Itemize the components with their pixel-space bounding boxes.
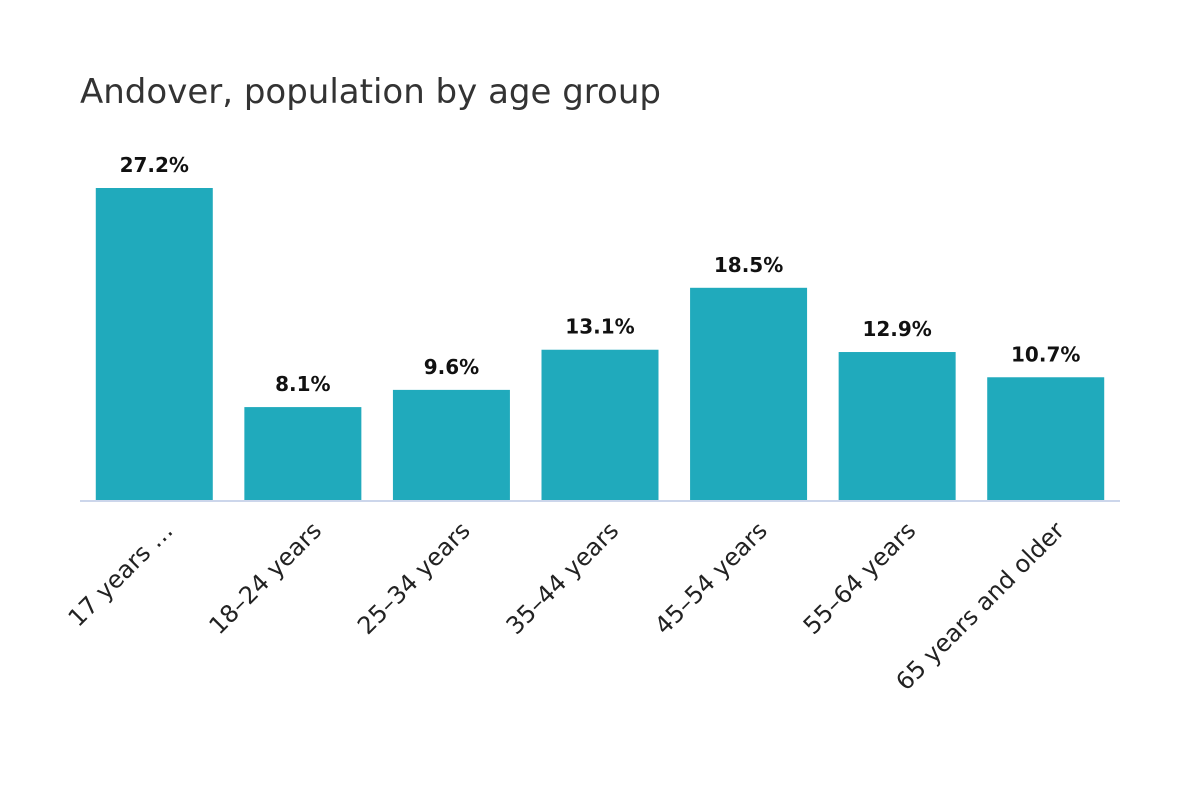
bar-value-label: 12.9% bbox=[862, 317, 931, 341]
category-tick-label: 35–44 years bbox=[501, 516, 625, 640]
bar[interactable] bbox=[838, 352, 956, 500]
category-tick-label: 65 years and older bbox=[890, 516, 1070, 696]
category-tick-label: 25–34 years bbox=[352, 516, 476, 640]
category-tick-label: 18–24 years bbox=[204, 516, 328, 640]
bar-value-label: 9.6% bbox=[424, 355, 479, 379]
bar-value-label: 18.5% bbox=[714, 253, 783, 277]
category-tick-label: 45–54 years bbox=[649, 516, 773, 640]
bar-value-label: 8.1% bbox=[275, 372, 330, 396]
bar-value-label: 10.7% bbox=[1011, 342, 1080, 366]
bar[interactable] bbox=[541, 349, 659, 500]
bar-value-label: 27.2% bbox=[120, 153, 189, 177]
bar[interactable] bbox=[392, 389, 510, 500]
bar[interactable] bbox=[987, 377, 1105, 500]
bar-value-label: 13.1% bbox=[565, 315, 634, 339]
bar[interactable] bbox=[690, 287, 808, 500]
category-tick-label: 55–64 years bbox=[798, 516, 922, 640]
category-tick-label: 17 years … bbox=[63, 516, 179, 632]
bar[interactable] bbox=[244, 407, 362, 500]
bar[interactable] bbox=[95, 188, 213, 500]
chart-title: Andover, population by age group bbox=[80, 72, 661, 112]
